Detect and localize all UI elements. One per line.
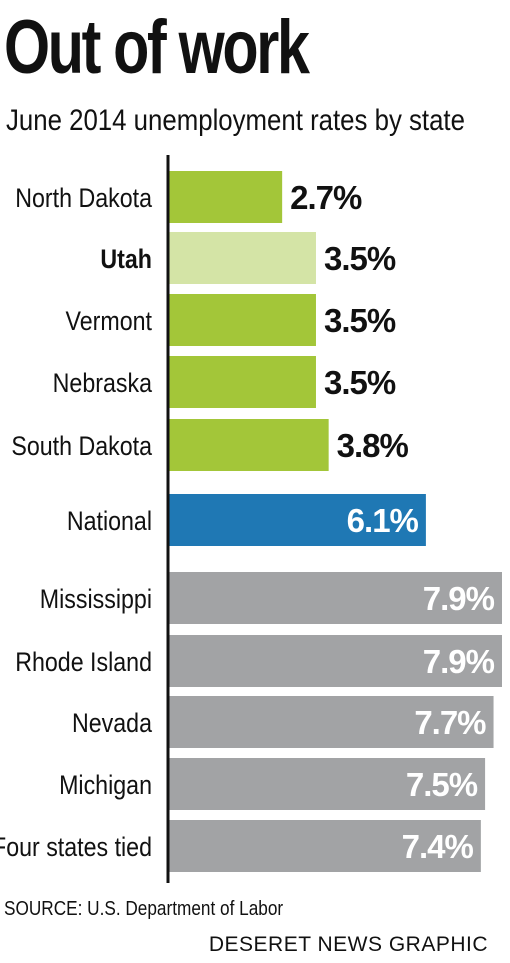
value-label: 7.7% [414,704,486,741]
bar-four-states-tied [168,820,481,872]
category-label: Nevada [72,708,152,738]
chart-subtitle: June 2014 unemployment rates by state [6,104,465,137]
category-label: Vermont [66,306,152,336]
bar-nevada [168,696,494,748]
value-label: 7.9% [423,580,495,617]
category-label: North Dakota [15,183,152,213]
value-label: 6.1% [347,502,419,539]
bar-chart: North Dakota 2.7% Utah 3.5% Vermont 3.5% Nebra… [0,155,502,883]
value-label: 7.9% [423,643,495,680]
bar-nebraska [168,356,316,408]
category-label: Michigan [59,770,152,800]
category-label: Nebraska [53,368,152,398]
bar-north-dakota [168,171,283,223]
category-label: Mississippi [40,584,152,614]
bar-vermont [168,294,316,346]
category-label: National [67,506,152,536]
bar-utah [168,232,316,284]
source-note: SOURCE: U.S. Department of Labor [4,898,284,920]
value-label: 7.4% [402,828,474,865]
bar-national [168,494,426,546]
chart-title: Out of work [4,5,310,90]
bar-mississippi [168,572,502,624]
bar-michigan [168,758,486,810]
category-label: Utah [100,244,152,274]
graphic-credit: DESERET NEWS GRAPHIC [208,933,488,956]
category-label: Rhode Island [15,647,152,677]
value-label: 2.7% [290,179,362,216]
value-label: 3.5% [324,240,396,277]
value-label: 7.5% [406,766,478,803]
bar-rhode-island [168,635,502,687]
bar-south-dakota [168,419,329,471]
value-label: 3.5% [324,364,396,401]
category-label: Four states tied [0,832,152,862]
value-label: 3.5% [324,302,396,339]
category-label: South Dakota [11,431,152,461]
value-label: 3.8% [337,427,409,464]
